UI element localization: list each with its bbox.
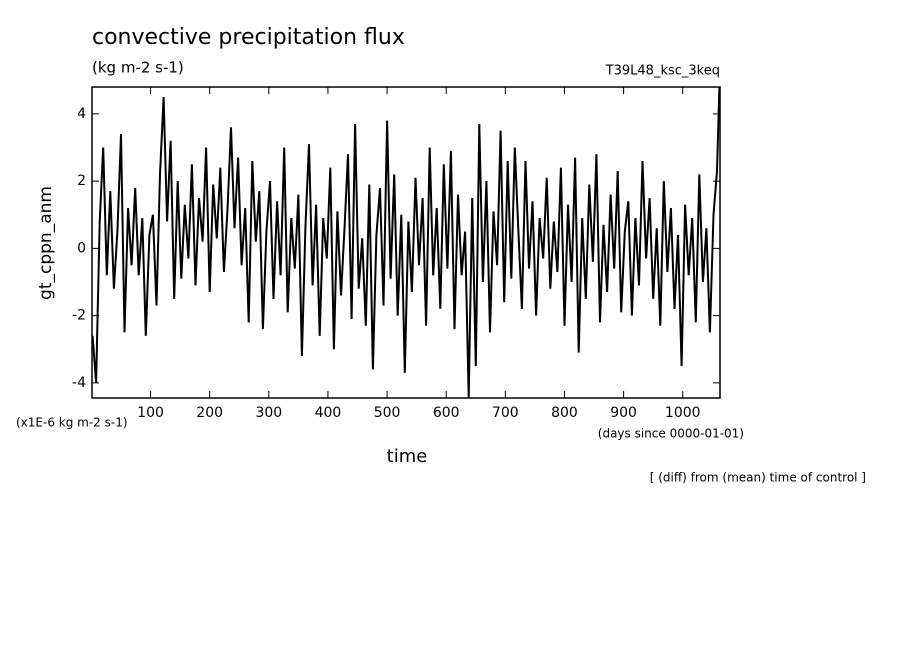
- x-axis-label: time: [387, 446, 428, 467]
- y-tick-label: -4: [72, 375, 86, 391]
- chart-subtitle: (kg m-2 s-1): [92, 59, 184, 77]
- x-unit: (days since 0000-01-01): [598, 427, 744, 441]
- y-tick-label: 4: [77, 106, 86, 122]
- x-tick-label: 800: [551, 405, 578, 421]
- chart-title: convective precipitation flux: [92, 25, 405, 50]
- y-unit: (x1E-6 kg m-2 s-1): [16, 416, 128, 430]
- y-tick-label: 2: [77, 173, 86, 189]
- x-tick-label: 100: [137, 405, 164, 421]
- x-tick-label: 900: [610, 405, 637, 421]
- x-tick-label: 300: [255, 405, 282, 421]
- series-line: [91, 86, 721, 399]
- plot-frame: [91, 86, 721, 399]
- run-label: T39L48_ksc_3keq: [605, 64, 720, 79]
- x-tick-label: 700: [492, 405, 519, 421]
- x-tick-label: 500: [374, 405, 401, 421]
- x-tick-label: 400: [315, 405, 342, 421]
- note: [ (diff) from (mean) time of control ]: [650, 471, 866, 485]
- x-tick-label: 1000: [665, 405, 701, 421]
- y-tick-label: -2: [72, 308, 86, 324]
- y-axis-label: gt_cppn_anm: [36, 186, 56, 300]
- x-tick-label: 600: [433, 405, 460, 421]
- x-tick-label: 200: [196, 405, 223, 421]
- y-tick-label: 0: [77, 240, 86, 256]
